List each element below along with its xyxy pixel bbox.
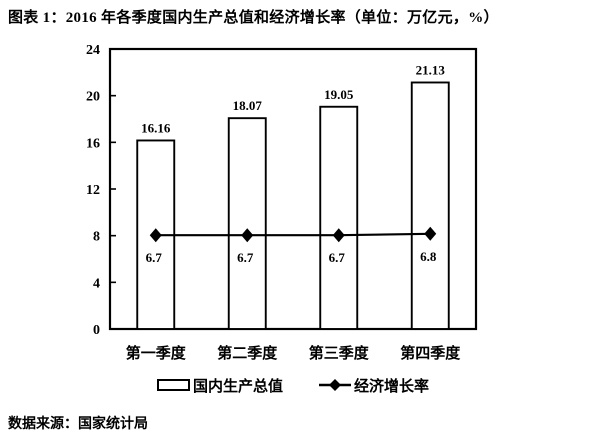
- diamond-marker: [241, 228, 254, 243]
- bar-value-label: 16.16: [141, 120, 171, 135]
- bar-value-label: 19.05: [324, 87, 354, 102]
- y-tick-label: 16: [86, 136, 100, 151]
- legend-item-growth: 经济增长率: [319, 375, 429, 396]
- point-value-label: 6.7: [237, 250, 254, 265]
- y-tick-label: 8: [93, 230, 100, 245]
- growth-rate-line: [155, 232, 431, 237]
- source-note: 数据来源：国家统计局: [8, 417, 148, 432]
- diamond-marker: [149, 228, 162, 243]
- bar-q3: [319, 105, 359, 330]
- point-value-label: 6.7: [146, 250, 163, 265]
- bar-value-label: 18.07: [233, 98, 263, 113]
- diamond-marker: [332, 228, 345, 243]
- x-category-label: 第一季度: [126, 344, 187, 362]
- y-tick-label: 24: [86, 43, 100, 58]
- bar-swatch-icon: [156, 379, 190, 391]
- y-tick-label: 12: [86, 183, 100, 198]
- y-tick-label: 0: [93, 323, 100, 338]
- x-category-label: 第三季度: [309, 344, 370, 362]
- bar-q2: [227, 117, 267, 330]
- legend: 国内生产总值 经济增长率: [110, 374, 476, 396]
- x-category-label: 第四季度: [400, 344, 461, 362]
- bar-value-label: 21.13: [416, 62, 446, 77]
- chart-title: 图表 1：2016 年各季度国内生产总值和经济增长率（单位：万亿元，%）: [8, 10, 499, 26]
- point-value-label: 6.8: [420, 249, 437, 264]
- legend-label-growth: 经济增长率: [354, 378, 430, 395]
- x-category-label: 第二季度: [217, 344, 278, 362]
- legend-label-gdp: 国内生产总值: [192, 378, 283, 395]
- y-tick-label: 20: [86, 90, 100, 105]
- point-value-label: 6.7: [329, 250, 346, 265]
- line-diamond-swatch-icon: [319, 379, 351, 391]
- legend-item-gdp: 国内生产总值: [156, 375, 283, 396]
- diamond-marker: [424, 226, 437, 241]
- bar-q4: [410, 81, 450, 330]
- y-tick-label: 4: [93, 276, 100, 291]
